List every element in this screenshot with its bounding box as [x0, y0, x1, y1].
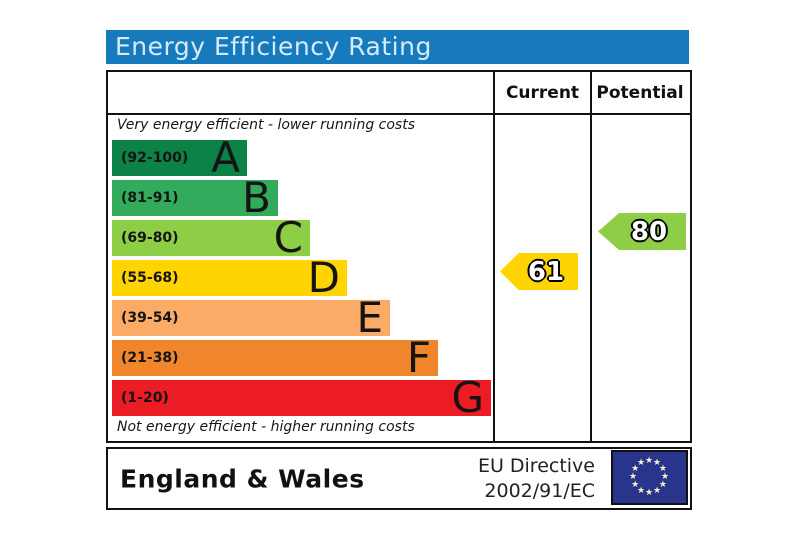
potential-rating-value: 80 — [630, 216, 668, 247]
header-divider — [108, 113, 690, 115]
band-f-letter: F — [406, 333, 431, 382]
eu-flag-star: ★ — [637, 485, 646, 496]
band-c-letter: C — [273, 213, 303, 262]
band-f-range: (21-38) — [121, 350, 179, 366]
eu-flag-star: ★ — [631, 464, 640, 474]
eu-flag-star: ★ — [637, 458, 646, 469]
band-f-bar: (21-38) F — [112, 333, 438, 382]
eu-flag-star: ★ — [629, 472, 638, 482]
bottom-note: Not energy efficient - higher running co… — [117, 419, 415, 435]
band-g-range: (1-20) — [121, 390, 169, 406]
eu-directive-line2: 2002/91/EC — [484, 480, 595, 502]
eu-flag-star: ★ — [658, 464, 667, 474]
eu-flag-star: ★ — [653, 458, 662, 469]
band-e-letter: E — [356, 293, 383, 342]
column-divider-current — [493, 72, 495, 441]
band-b-range: (81-91) — [121, 190, 179, 206]
potential-rating-arrow: 80 — [598, 213, 686, 250]
footer-bar: England & Wales EU Directive 2002/91/EC … — [106, 447, 692, 510]
eu-flag-star: ★ — [653, 485, 662, 496]
band-d-range: (55-68) — [121, 270, 179, 286]
band-a-letter: A — [211, 133, 240, 182]
band-a-bar: (92-100) A — [112, 133, 247, 182]
band-d-bar: (55-68) D — [112, 253, 347, 302]
eu-directive-label: EU Directive 2002/91/EC — [478, 454, 595, 504]
eu-directive-line1: EU Directive — [477, 455, 595, 477]
column-header-potential: Potential — [596, 82, 684, 103]
eu-flag-star: ★ — [645, 456, 654, 466]
eu-flag-star: ★ — [645, 488, 654, 498]
region-label: England & Wales — [120, 464, 365, 493]
band-d-letter: D — [307, 253, 340, 302]
band-e-range: (39-54) — [121, 310, 179, 326]
current-rating-arrow: 61 — [500, 253, 578, 290]
band-b-letter: B — [242, 173, 271, 222]
eu-flag-icon: ★ ★ ★ ★ ★ ★ ★ ★ ★ ★ ★ ★ — [611, 450, 688, 505]
column-header-current: Current — [505, 82, 580, 103]
column-divider-potential — [590, 72, 592, 441]
band-c-range: (69-80) — [121, 230, 179, 246]
top-note: Very energy efficient - lower running co… — [117, 117, 415, 133]
eu-flag-star: ★ — [658, 480, 667, 490]
title-bar: Energy Efficiency Rating — [106, 30, 689, 64]
current-rating-value: 61 — [527, 256, 565, 287]
band-b-bar: (81-91) B — [112, 173, 278, 222]
page-title: Energy Efficiency Rating — [115, 32, 432, 61]
band-e-bar: (39-54) E — [112, 293, 390, 342]
band-g-bar: (1-20) G — [112, 373, 491, 422]
band-g-letter: G — [451, 373, 484, 422]
rating-table: Current Potential Very energy efficient … — [106, 70, 692, 443]
eu-flag-star: ★ — [631, 480, 640, 490]
band-c-bar: (69-80) C — [112, 213, 310, 262]
eu-flag-star: ★ — [661, 472, 670, 482]
band-a-range: (92-100) — [121, 150, 189, 166]
